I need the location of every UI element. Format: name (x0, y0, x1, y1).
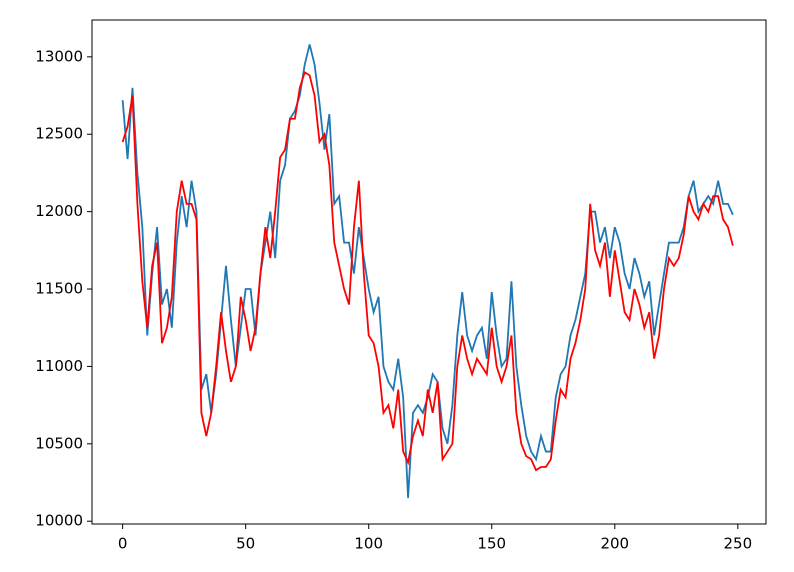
x-tick-label: 200 (600, 535, 629, 553)
series-line (121, 70, 734, 472)
y-tick-label: 12000 (35, 202, 83, 220)
x-tick-label: 0 (118, 535, 128, 553)
y-tick-label: 10500 (35, 434, 83, 452)
y-tick-label: 12500 (35, 125, 83, 143)
x-tick-label: 150 (477, 535, 506, 553)
x-tick-label: 250 (724, 535, 753, 553)
y-tick-label: 13000 (35, 47, 83, 65)
y-tick-label: 11000 (35, 357, 83, 375)
x-tick-label: 100 (354, 535, 383, 553)
series-line (121, 44, 734, 499)
y-tick-label: 10000 (35, 512, 83, 530)
x-tick-label: 50 (236, 535, 255, 553)
plot-frame (91, 19, 767, 525)
y-tick-label: 11500 (35, 280, 83, 298)
